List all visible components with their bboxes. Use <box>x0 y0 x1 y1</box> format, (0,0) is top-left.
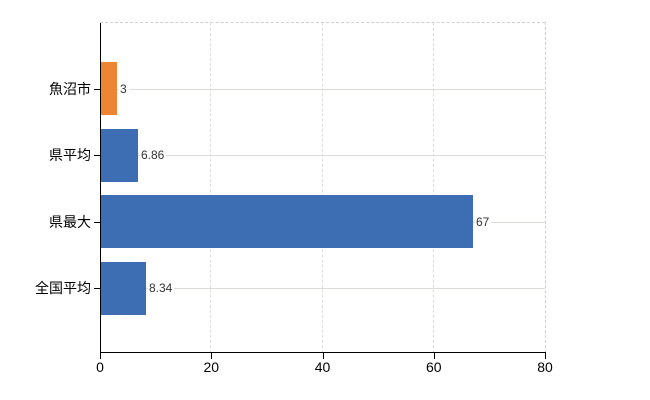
y-axis-tick <box>94 222 100 223</box>
y-axis-line <box>100 23 101 353</box>
category-label: 全国平均 <box>35 280 91 296</box>
x-gridline <box>321 23 323 353</box>
x-tick-label: 20 <box>203 359 220 375</box>
bar-value-label: 67 <box>475 214 492 230</box>
y-gridline <box>100 288 545 289</box>
y-axis-tick <box>94 89 100 90</box>
y-gridline <box>100 89 545 90</box>
plot-top-border <box>100 22 545 23</box>
x-gridline <box>432 23 434 353</box>
x-axis-tick <box>545 353 546 359</box>
x-axis-tick <box>211 353 212 359</box>
x-axis-tick <box>434 353 435 359</box>
x-axis-line <box>100 352 546 353</box>
x-gridline <box>210 23 212 353</box>
x-tick-label: 60 <box>425 359 442 375</box>
category-label: 県平均 <box>49 147 91 163</box>
x-axis-tick <box>323 353 324 359</box>
x-tick-label: 40 <box>314 359 331 375</box>
y-axis-tick <box>94 155 100 156</box>
bar <box>100 129 138 182</box>
category-label: 県最大 <box>49 214 91 230</box>
plot-area: 3 6.86 67 8.34 <box>100 23 545 353</box>
bar-value-label: 6.86 <box>140 147 167 163</box>
y-axis-tick <box>94 288 100 289</box>
bar <box>100 262 146 315</box>
bar <box>100 195 473 248</box>
x-tick-label: 0 <box>96 359 104 375</box>
x-tick-label: 80 <box>537 359 553 375</box>
y-gridline <box>100 155 545 156</box>
plot-right-border <box>545 22 546 353</box>
bar-value-label: 3 <box>119 81 129 97</box>
x-axis-tick <box>100 353 101 359</box>
category-label: 魚沼市 <box>49 81 91 97</box>
bar <box>100 62 117 115</box>
bar-value-label: 8.34 <box>148 280 175 296</box>
